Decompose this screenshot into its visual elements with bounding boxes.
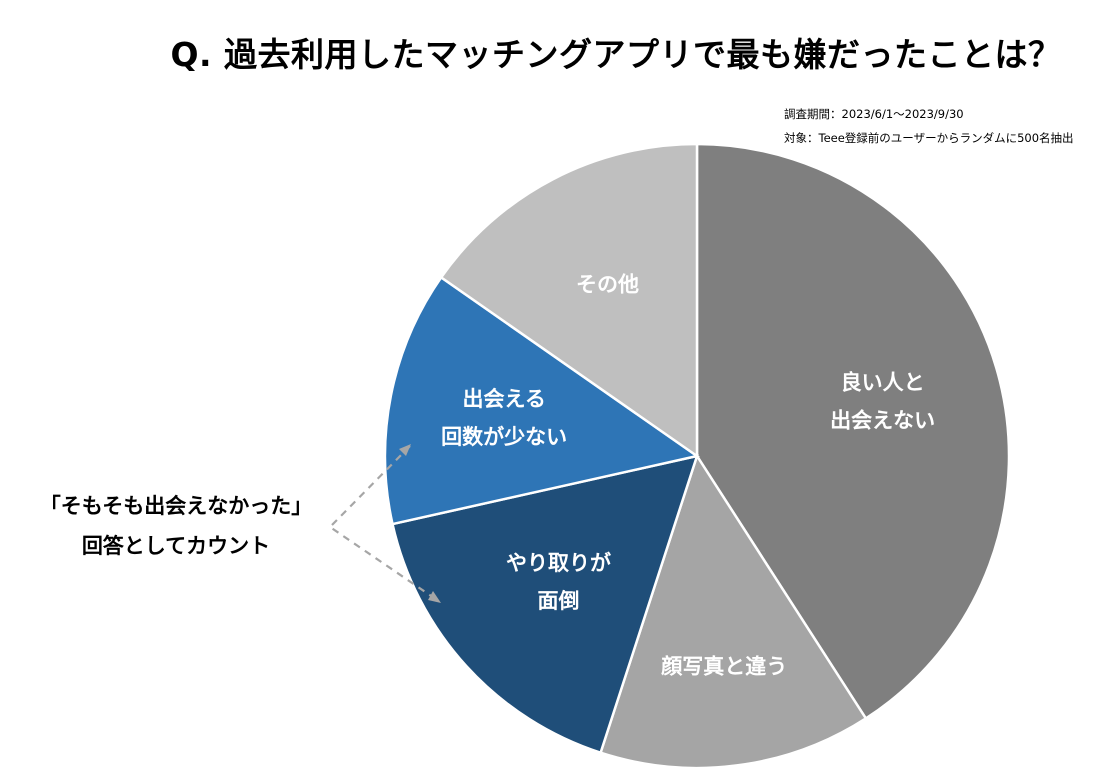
callout-line-1: 「そもそも出会えなかった」: [39, 494, 313, 518]
slice-label-photo-diff: 顔写真と違う: [660, 654, 787, 678]
pie-slice-exchange: [391, 454, 699, 755]
slice-label-line: 回数が少ない: [441, 425, 567, 449]
slice-label-line: 良い人と: [841, 370, 925, 394]
slice-label-good-people: 良い人と出会えない: [830, 370, 935, 432]
survey-info: 調査期間：2023/6/1～2023/9/30 対象：Teee登録前のユーザーか…: [784, 102, 1074, 150]
slice-label-few-meet: 出会える回数が少ない: [441, 387, 567, 449]
callout-arrows: [328, 444, 441, 603]
callout-note: 「そもそも出会えなかった」 回答としてカウント: [26, 486, 326, 566]
chart-title: Q. 過去利用したマッチングアプリで最も嫌だったことは？: [170, 35, 1062, 74]
slice-label-exchange: やり取りが面倒: [506, 551, 611, 613]
slice-label-other: その他: [576, 272, 639, 296]
slice-label-line: 顔写真と違う: [660, 654, 787, 678]
slice-label-line: やり取りが: [506, 551, 611, 575]
slice-label-line: 出会える: [462, 387, 545, 411]
arrowhead-down: [428, 591, 441, 603]
slice-label-line: 面倒: [538, 589, 580, 613]
slice-label-line: 出会えない: [830, 408, 935, 432]
pie-slice-good-people: [695, 142, 1011, 721]
pie-slice-photo-diff: [599, 453, 868, 770]
pie-slices: [383, 142, 1011, 770]
callout-line-2: 回答としてカウント: [81, 534, 271, 558]
survey-target: 対象：Teee登録前のユーザーからランダムに500名抽出: [784, 131, 1074, 145]
slice-label-line: その他: [576, 272, 639, 296]
pie-slice-few-meet: [383, 275, 701, 526]
pie-slice-other: [439, 142, 699, 459]
arrowhead-up: [399, 444, 411, 456]
survey-period: 調査期間：2023/6/1～2023/9/30: [784, 107, 964, 121]
